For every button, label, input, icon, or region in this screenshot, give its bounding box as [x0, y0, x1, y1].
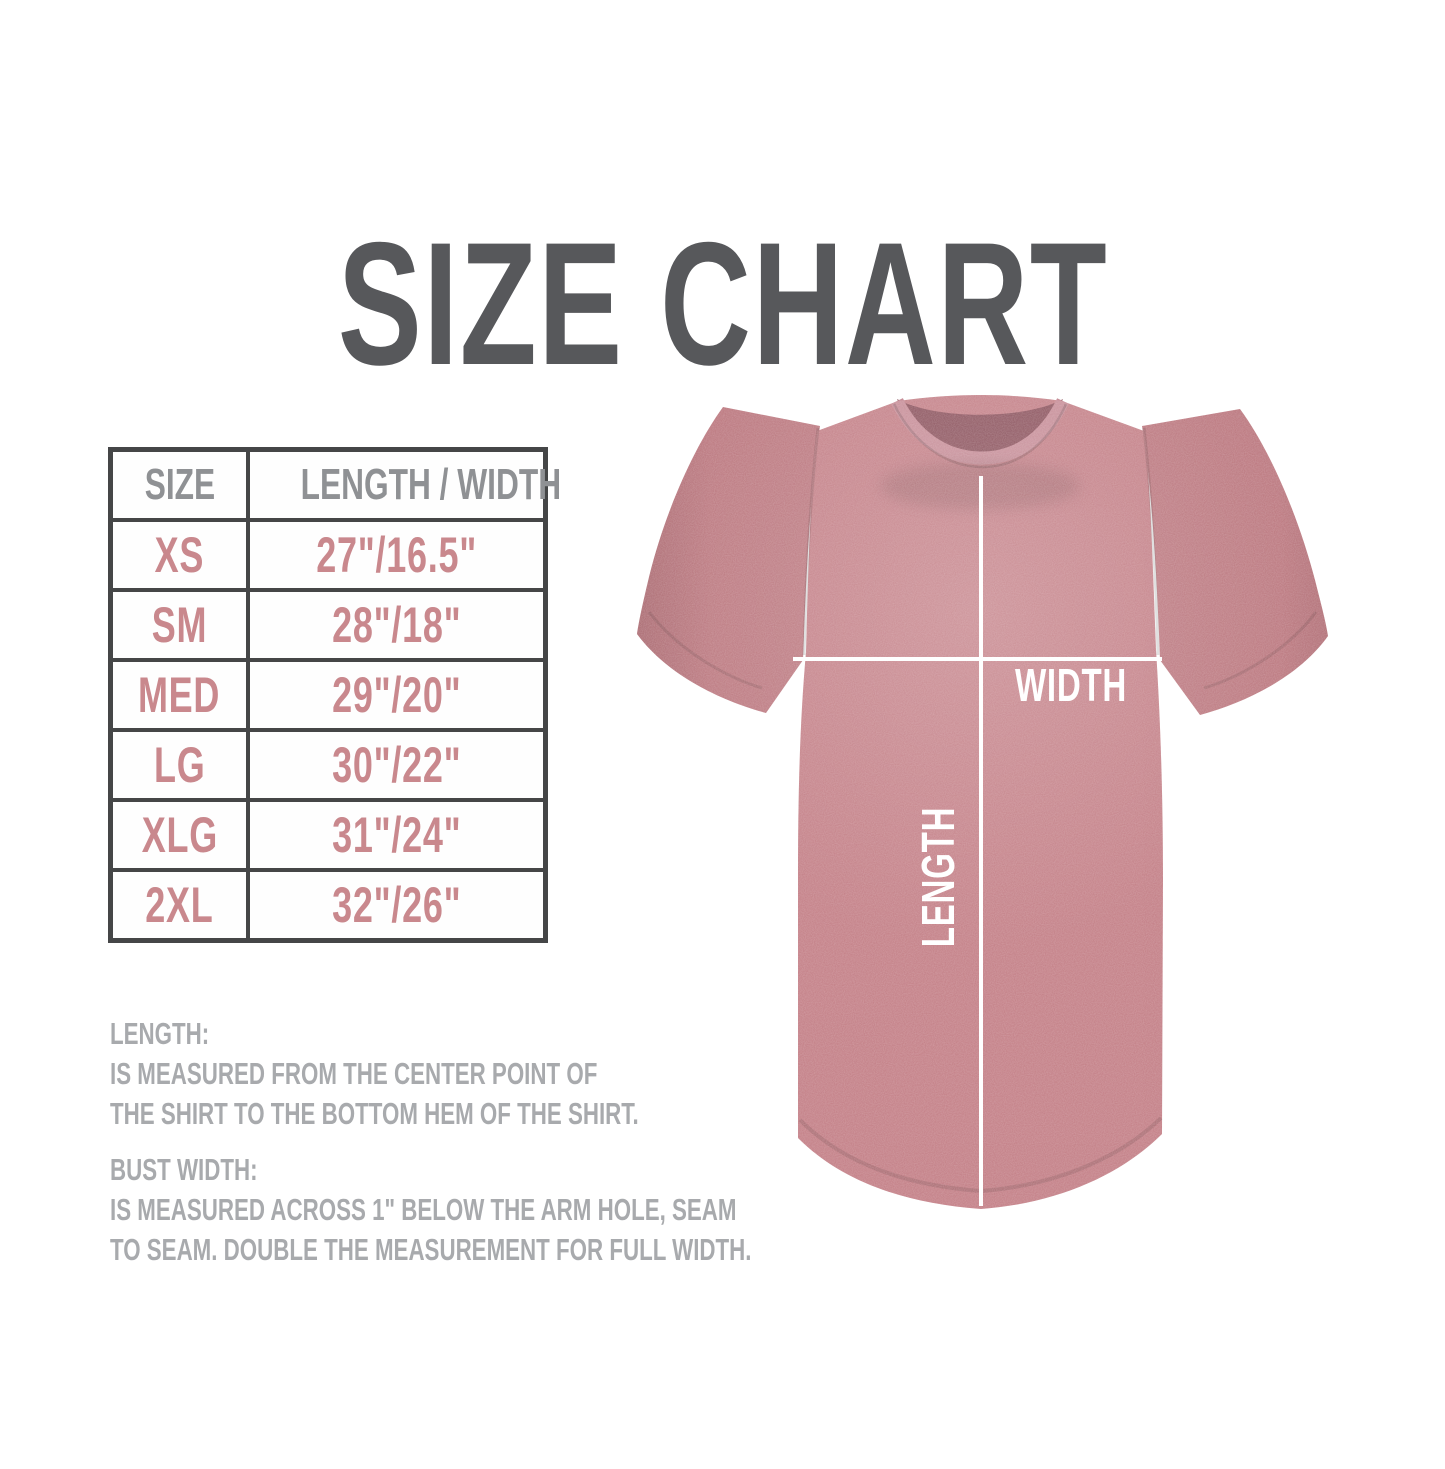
- page-title: SIZE CHART: [0, 217, 1445, 392]
- measurement-lines: WIDTH LENGTH: [793, 476, 1162, 1206]
- length-note: LENGTH: IS MEASURED FROM THE CENTER POIN…: [110, 1014, 750, 1134]
- length-note-heading: LENGTH:: [110, 1016, 210, 1051]
- page-title-text: SIZE CHART: [337, 207, 1108, 403]
- measurement-cell: 27"/16.5": [316, 527, 477, 583]
- note-line: IS MEASURED ACROSS 1" BELOW THE ARM HOLE…: [110, 1192, 737, 1227]
- note-line: TO SEAM. DOUBLE THE MEASUREMENT FOR FULL…: [110, 1232, 752, 1267]
- size-cell: 2XL: [113, 872, 250, 938]
- size-table: SIZE LENGTH / WIDTH XS 27"/16.5" SM 28"/…: [108, 447, 561, 943]
- note-line: IS MEASURED FROM THE CENTER POINT OF: [110, 1056, 598, 1091]
- size-column-header: SIZE: [113, 452, 250, 518]
- width-label: WIDTH: [1015, 661, 1127, 711]
- size-table-header-row: SIZE LENGTH / WIDTH: [113, 452, 561, 518]
- tshirt-shading: [637, 395, 1328, 1209]
- size-cell: XLG: [113, 802, 250, 868]
- size-cell: LG: [113, 732, 250, 798]
- table-row: XLG 31"/24": [113, 798, 543, 868]
- measurement-notes: LENGTH: IS MEASURED FROM THE CENTER POIN…: [110, 1014, 752, 1270]
- tshirt-measurement-diagram: WIDTH LENGTH: [637, 395, 1328, 1209]
- table-row: 2XL 32"/26": [113, 868, 543, 938]
- table-row: MED 29"/20": [113, 658, 543, 728]
- size-table-body: XS 27"/16.5" SM 28"/18" MED 29"/20" LG 3…: [113, 518, 543, 938]
- measurement-cell: 28"/18": [331, 597, 462, 653]
- bust-width-note: BUST WIDTH: IS MEASURED ACROSS 1" BELOW …: [110, 1150, 752, 1270]
- measurement-cell: 29"/20": [331, 667, 462, 723]
- measurement-cell: 32"/26": [331, 877, 462, 933]
- note-line: THE SHIRT TO THE BOTTOM HEM OF THE SHIRT…: [110, 1096, 639, 1131]
- bust-width-note-lines: IS MEASURED ACROSS 1" BELOW THE ARM HOLE…: [110, 1190, 752, 1270]
- length-label: LENGTH: [914, 807, 964, 947]
- bust-width-note-heading: BUST WIDTH:: [110, 1152, 258, 1187]
- tshirt-illustration: [637, 395, 1328, 1209]
- table-row: SM 28"/18": [113, 588, 543, 658]
- table-row: XS 27"/16.5": [113, 518, 543, 588]
- size-cell: MED: [113, 662, 250, 728]
- measurement-cell: 31"/24": [331, 807, 462, 863]
- size-cell: SM: [113, 592, 250, 658]
- length-note-lines: IS MEASURED FROM THE CENTER POINT OF THE …: [110, 1054, 750, 1134]
- table-row: LG 30"/22": [113, 728, 543, 798]
- measurement-cell: 30"/22": [331, 737, 462, 793]
- size-cell: XS: [113, 522, 250, 588]
- length-width-column-header: LENGTH / WIDTH: [300, 460, 562, 509]
